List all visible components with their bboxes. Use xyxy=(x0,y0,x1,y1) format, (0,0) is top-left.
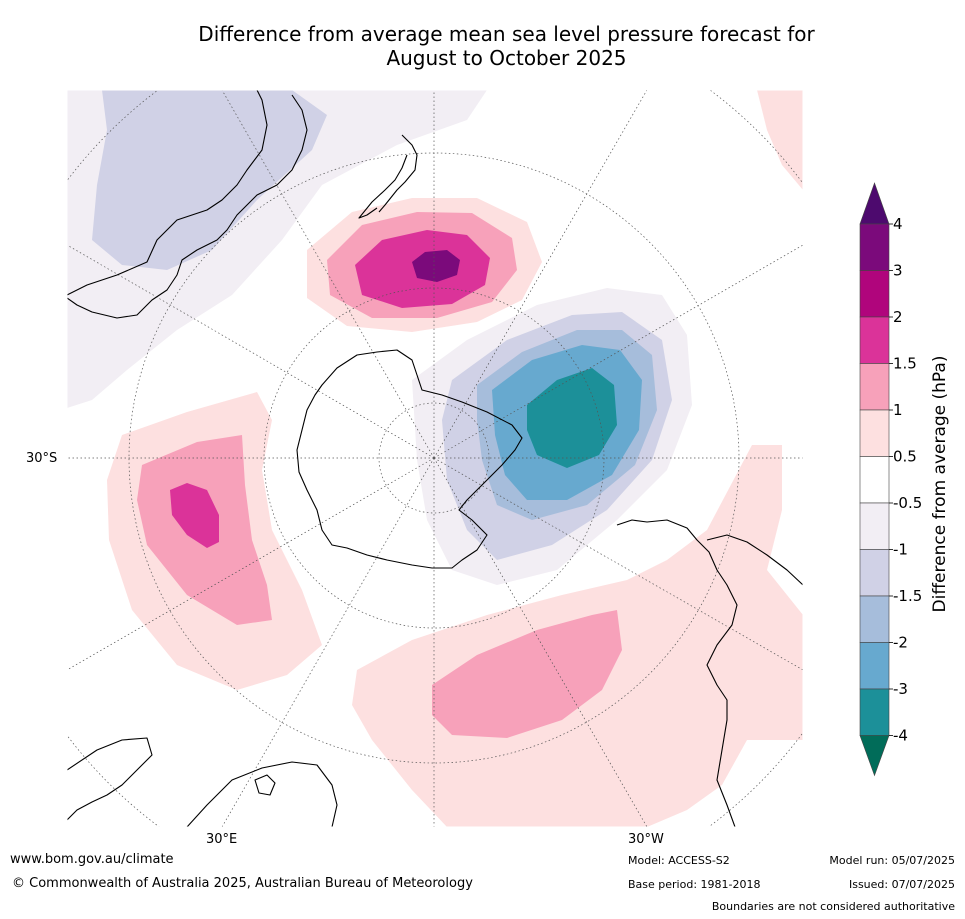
colorbar-bin xyxy=(859,549,890,597)
colorbar-bin xyxy=(859,363,890,411)
positive-anomaly-west-15 xyxy=(170,483,219,548)
colorbar-bin xyxy=(859,270,890,318)
colorbar-tick-label: 1 xyxy=(893,401,903,419)
model-run-text: Model run: 05/07/2025 xyxy=(829,854,955,867)
colorbar-tick-label: -1.5 xyxy=(893,587,922,605)
colorbar-bin xyxy=(859,688,890,736)
australia-coastline xyxy=(67,90,308,319)
south-america-coastline xyxy=(616,519,803,827)
base-period-text: Base period: 1981-2018 xyxy=(628,878,761,891)
negative-anomaly-australia-medium xyxy=(92,90,327,270)
colorbar-bin xyxy=(859,595,890,643)
colorbar-bin xyxy=(859,316,890,364)
colorbar-over-arrow xyxy=(859,182,890,225)
colorbar-title: Difference from average (hPa) xyxy=(930,355,950,613)
title-line-2: August to October 2025 xyxy=(386,46,627,70)
antarctica-coastline xyxy=(296,349,523,569)
colorbar-tick-label: -4 xyxy=(893,727,908,745)
lon-label-30e: 30°E xyxy=(206,832,238,847)
madagascar-coastline xyxy=(254,774,276,796)
negative-anomaly-east-3 xyxy=(527,368,617,468)
lat-label-30s: 30°S xyxy=(26,451,58,466)
issued-text: Issued: 07/07/2025 xyxy=(848,878,955,891)
model-text: Model: ACCESS-S2 xyxy=(628,854,730,867)
colorbar-bin xyxy=(859,223,890,271)
colorbar-tick-label: -3 xyxy=(893,680,908,698)
graticule xyxy=(67,90,803,827)
colorbar-tick-label: 1.5 xyxy=(893,355,917,373)
colorbar-tick-label: 4 xyxy=(893,215,903,233)
map-title: Difference from average mean sea level p… xyxy=(0,22,965,70)
new-zealand-coastline xyxy=(358,134,418,219)
positive-anomaly-south-1 xyxy=(432,610,622,738)
colorbar-under-arrow xyxy=(859,735,890,777)
website-link[interactable]: www.bom.gov.au/climate xyxy=(10,852,174,867)
coastlines xyxy=(67,90,803,827)
colorbar: 4 3 2 1.5 1 0.5 -0.5 -1 -1.5 -2 -3 -4 xyxy=(859,182,922,777)
positive-anomaly-top-right xyxy=(757,90,803,190)
pressure-anomaly-map xyxy=(67,90,803,827)
colorbar-tick-label: -0.5 xyxy=(893,494,922,512)
colorbar-tick-label: -1 xyxy=(893,541,908,559)
copyright-text: © Commonwealth of Australia 2025, Austra… xyxy=(12,876,473,891)
africa-coastline xyxy=(67,737,338,827)
colorbar-bin xyxy=(859,642,890,690)
lon-label-30w: 30°W xyxy=(628,832,664,847)
colorbar-tick-label: 0.5 xyxy=(893,448,917,466)
title-line-1: Difference from average mean sea level p… xyxy=(198,22,815,46)
colorbar-bins xyxy=(859,182,890,777)
colorbar-bin xyxy=(859,409,890,457)
colorbar-bin xyxy=(859,502,890,550)
colorbar-tick-label: 2 xyxy=(893,308,903,326)
colorbar-tick-label: 3 xyxy=(893,262,903,280)
colorbar-bin xyxy=(859,456,890,504)
positive-anomaly-north-2 xyxy=(412,250,460,282)
colorbar-tick-label: -2 xyxy=(893,634,908,652)
disclaimer-text: Boundaries are not considered authoritat… xyxy=(711,900,955,913)
colorbar-ticks: 4 3 2 1.5 1 0.5 -0.5 -1 -1.5 -2 -3 -4 xyxy=(889,215,922,745)
